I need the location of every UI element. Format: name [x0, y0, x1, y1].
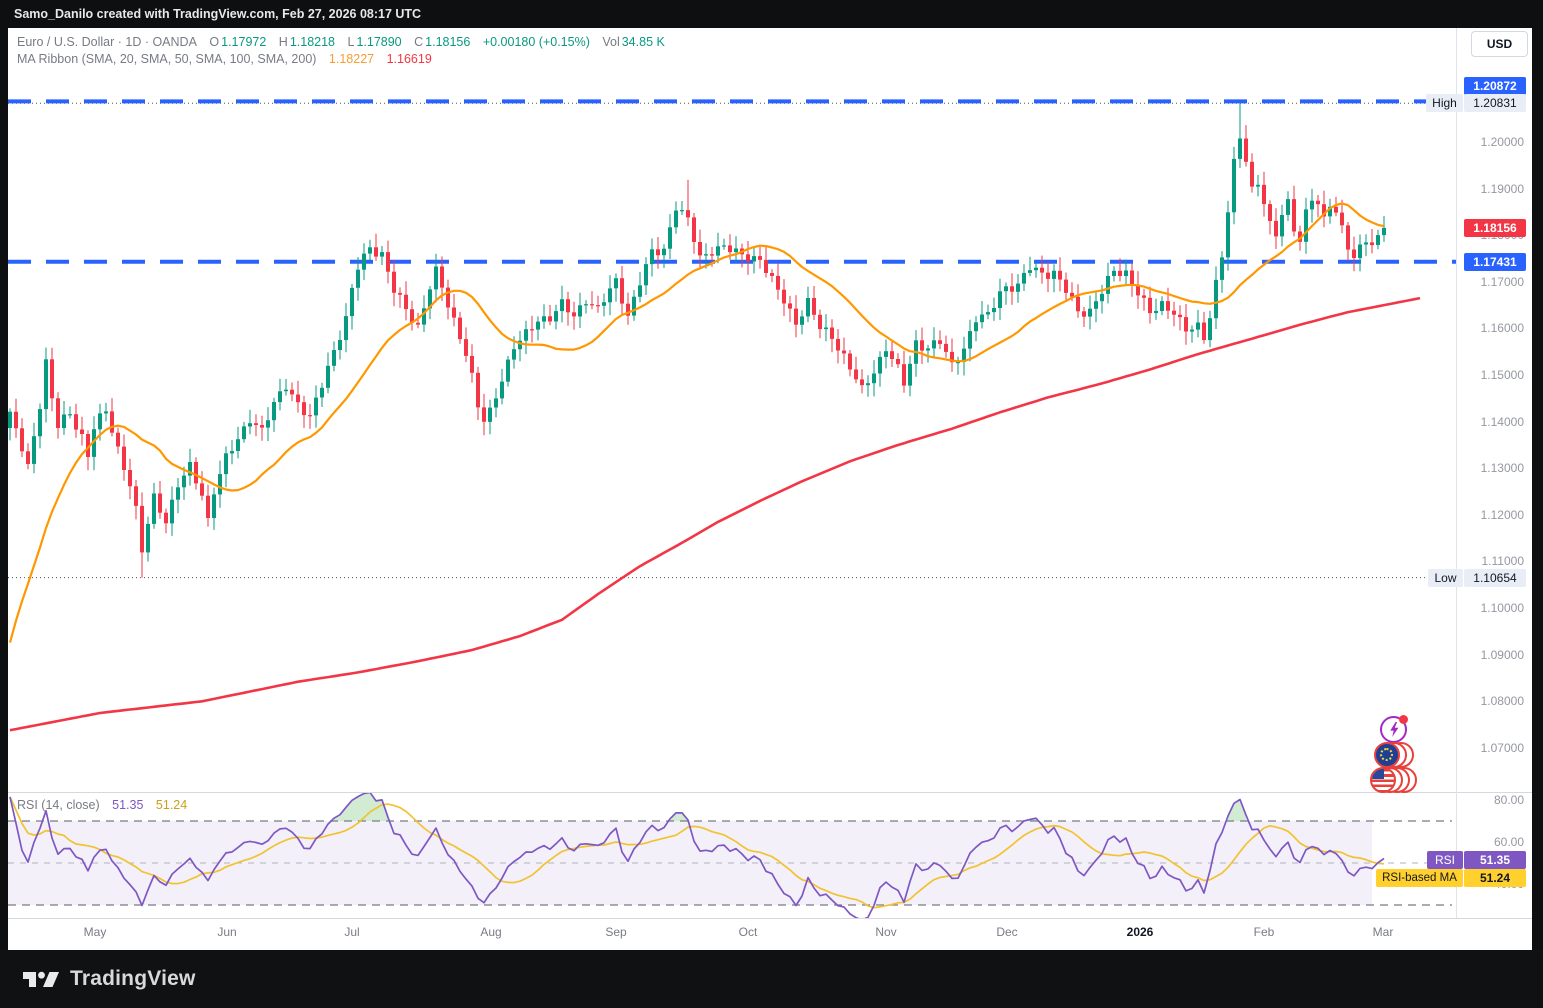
high-label: H — [278, 35, 288, 49]
rsi-title: RSI (14, close) — [17, 798, 100, 812]
time-axis-label: Sep — [605, 925, 627, 939]
close-label: C — [414, 35, 424, 49]
rsi-value: 51.35 — [112, 798, 144, 812]
us-flag-icon — [1370, 767, 1396, 793]
price-tick-label: 1.11000 — [1481, 554, 1525, 569]
ma-ribbon-legend-row[interactable]: MA Ribbon (SMA, 20, SMA, 50, SMA, 100, S… — [17, 52, 434, 66]
rsi-tick-label: 80.00 — [1493, 793, 1524, 807]
low-price-badge: 1.10654 — [1464, 568, 1526, 587]
rsi-ma-chip: RSI-based MA — [1376, 869, 1463, 888]
bolt-glyph — [1389, 722, 1398, 737]
open-value: 1.17972 — [221, 35, 267, 49]
symbol-legend-row[interactable]: Euro / U.S. Dollar · 1D · OANDA O 1.17972… — [17, 35, 667, 49]
footer-bar: TradingView — [0, 950, 1543, 1008]
close-value: 1.18156 — [425, 35, 471, 49]
time-axis-label: Dec — [996, 925, 1018, 939]
alert-lower-price-badge[interactable]: 1.17431 — [1464, 252, 1526, 271]
time-axis-label: Jun — [217, 925, 237, 939]
time-axis-label: 2026 — [1126, 925, 1154, 939]
notification-dot — [1399, 715, 1408, 724]
eur-markets-icon[interactable] — [1374, 742, 1420, 768]
price-tick-label: 1.13000 — [1480, 461, 1524, 476]
time-axis-label: May — [83, 925, 107, 939]
price-tick-label: 1.07000 — [1480, 740, 1524, 755]
eu-stars-icon — [1380, 748, 1393, 761]
alert-upper-price-badge[interactable]: 1.20872 — [1464, 77, 1526, 96]
time-axis-label: Feb — [1253, 925, 1275, 939]
high-price-badge: 1.20831 — [1464, 94, 1526, 113]
price-tick-label: 1.16000 — [1480, 321, 1524, 336]
time-axis-label: Nov — [875, 925, 897, 939]
volume-value: 34.85 K — [621, 35, 665, 49]
volume-label: Vol — [602, 35, 620, 49]
watermark-text: Samo_Danilo created with TradingView.com… — [14, 7, 422, 21]
rsi-legend-row[interactable]: RSI (14, close) 51.35 51.24 — [17, 798, 189, 812]
change-value: +0.00180 (+0.15%) — [482, 35, 590, 49]
high-chip: High — [1426, 94, 1463, 113]
price-tick-label: 1.14000 — [1480, 414, 1524, 429]
ma-slow-value: 1.16619 — [386, 52, 432, 66]
time-axis-label: Jul — [344, 925, 360, 939]
time-axis-label: Aug — [480, 925, 502, 939]
price-tick-label: 1.19000 — [1480, 181, 1524, 196]
open-label: O — [209, 35, 220, 49]
time-axis-label: Mar — [1372, 925, 1394, 939]
price-tick-label: 1.15000 — [1480, 368, 1524, 383]
rsi-chip: RSI — [1427, 851, 1463, 870]
eur-flag-icon — [1374, 742, 1400, 768]
rsi-value-badge: 51.35 — [1464, 851, 1526, 870]
price-tick-label: 1.08000 — [1480, 694, 1524, 709]
low-value: 1.17890 — [356, 35, 402, 49]
low-chip: Low — [1428, 568, 1463, 587]
price-tick-label: 1.09000 — [1480, 647, 1524, 662]
watermark-bar: Samo_Danilo created with TradingView.com… — [0, 0, 1543, 28]
ma-ribbon-title: MA Ribbon (SMA, 20, SMA, 50, SMA, 100, S… — [17, 52, 317, 66]
ma-fast-value: 1.18227 — [328, 52, 375, 66]
rsi-tick-label: 60.00 — [1493, 835, 1524, 849]
high-value: 1.18218 — [289, 35, 336, 49]
rsi-ma-value-badge: 51.24 — [1464, 869, 1526, 888]
usd-markets-icon[interactable] — [1370, 767, 1422, 793]
last-price-badge: 1.18156 — [1464, 218, 1526, 237]
lightning-idea-icon[interactable] — [1380, 715, 1408, 743]
tradingview-logo-icon[interactable] — [22, 966, 60, 992]
tradingview-brand-text[interactable]: TradingView — [70, 967, 196, 990]
price-tick-label: 1.10000 — [1480, 601, 1524, 616]
low-label: L — [347, 35, 355, 49]
price-tick-label: 1.17000 — [1480, 274, 1524, 289]
price-tick-label: 1.12000 — [1480, 507, 1524, 522]
symbol-title: Euro / U.S. Dollar · 1D · OANDA — [17, 35, 197, 49]
currency-toggle-button[interactable]: USD — [1471, 31, 1528, 57]
rsi-ma-value: 51.24 — [155, 798, 188, 812]
price-tick-label: 1.20000 — [1480, 135, 1524, 149]
time-axis-label: Oct — [738, 925, 758, 939]
us-canton-icon — [1372, 769, 1384, 779]
